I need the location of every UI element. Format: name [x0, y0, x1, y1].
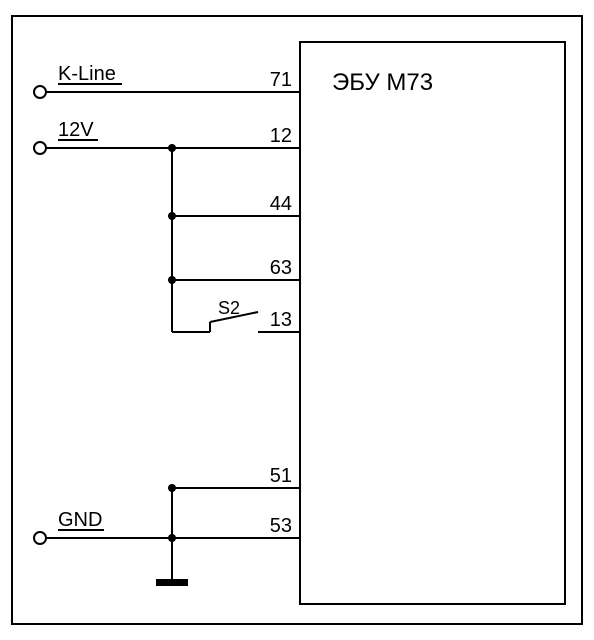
terminal-kline [34, 86, 46, 98]
node-gnd-1 [168, 534, 176, 542]
label-gnd: GND [58, 509, 102, 531]
pin-label-53: 53 [270, 515, 292, 537]
ecu-box [300, 42, 565, 604]
pin-label-12: 12 [270, 125, 292, 147]
ecu-box-label: ЭБУ М73 [332, 69, 433, 96]
pin-label-44: 44 [270, 193, 292, 215]
label-12v: 12V [58, 119, 94, 141]
label-kline: K-Line [58, 63, 116, 85]
ground-base [156, 580, 188, 586]
terminal-gnd [34, 532, 46, 544]
label-s2: S2 [218, 298, 240, 318]
terminal-12v [34, 142, 46, 154]
pin-label-63: 63 [270, 257, 292, 279]
pin-label-13: 13 [270, 309, 292, 331]
node-12v-0 [168, 144, 176, 152]
pin-label-71: 71 [270, 69, 292, 91]
pin-label-51: 51 [270, 465, 292, 487]
